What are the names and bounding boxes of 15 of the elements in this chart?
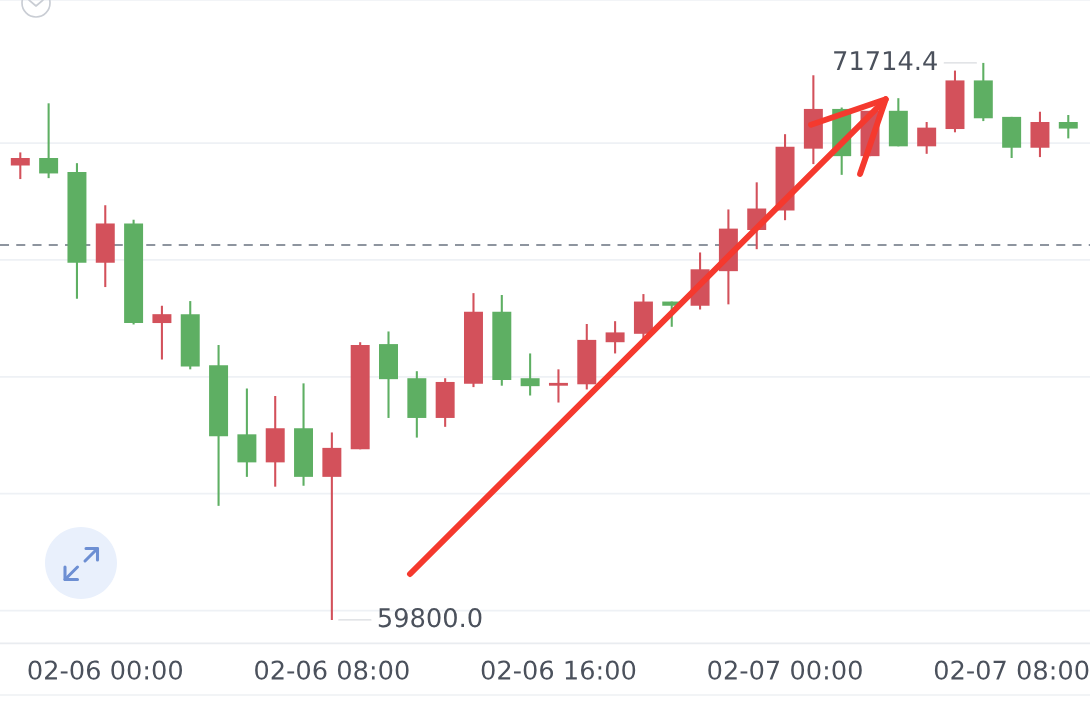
x-tick-label: 02-07 00:00	[708, 660, 862, 680]
candlestick	[39, 102, 59, 180]
candlestick	[152, 304, 172, 361]
x-tick-label: 02-06 00:00	[28, 660, 182, 680]
candlestick	[10, 151, 30, 181]
candlestick	[1058, 113, 1078, 140]
candlestick	[605, 320, 625, 355]
candlestick	[917, 120, 937, 155]
annotation: 71714.4	[834, 51, 937, 70]
x-tick-label: 02-06 08:00	[255, 660, 409, 680]
annotation: 59800.0	[378, 607, 482, 628]
candlestick	[520, 352, 540, 397]
x-tick-label: 02-06 16:00	[481, 660, 636, 680]
x-tick-label: 02-07 08:00	[934, 660, 1089, 680]
candlestick	[548, 368, 568, 404]
